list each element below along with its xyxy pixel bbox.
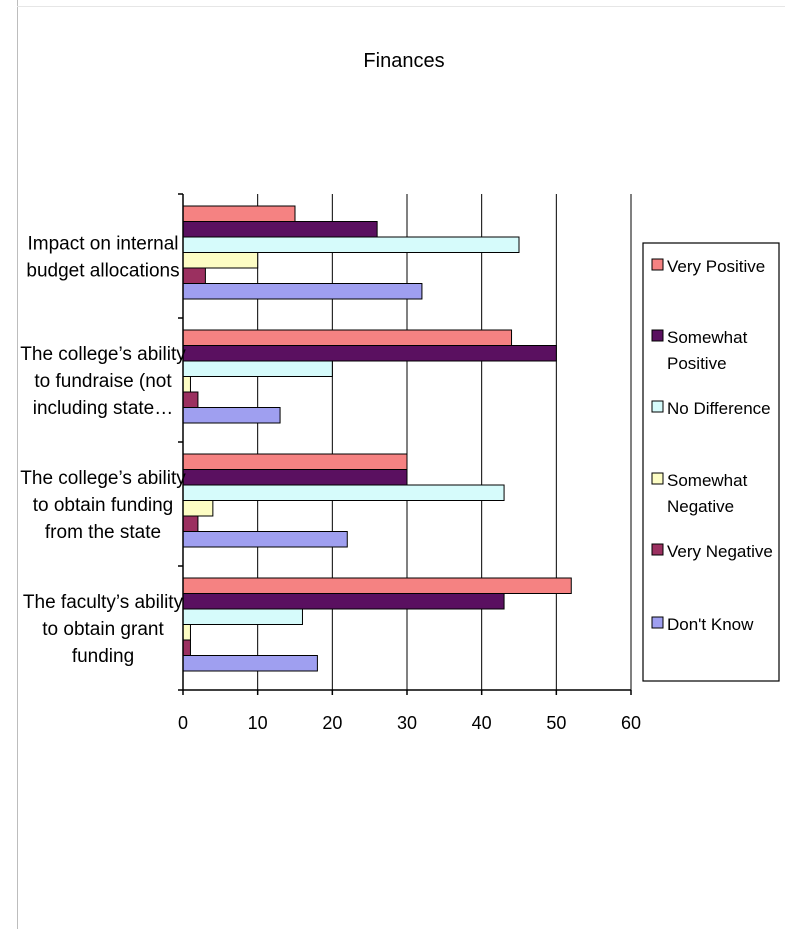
bar bbox=[182, 608, 303, 625]
legend-label-line: Somewhat bbox=[667, 471, 748, 490]
bar bbox=[182, 376, 191, 393]
bar bbox=[182, 515, 199, 532]
bar bbox=[182, 267, 206, 284]
legend-label: Somewhat Positive bbox=[667, 328, 748, 373]
legend-swatch bbox=[651, 543, 664, 556]
bar bbox=[182, 283, 423, 300]
category-label-line: to fundraise (not bbox=[34, 371, 172, 392]
chart-title: Finances bbox=[363, 50, 444, 72]
legend-label: No Difference bbox=[667, 399, 771, 418]
category-label: Impact on internal budget allocations bbox=[26, 234, 179, 282]
legend-swatch bbox=[651, 400, 664, 413]
legend-label-line: Very Negative bbox=[667, 542, 773, 561]
bar bbox=[182, 655, 318, 672]
legend-swatch bbox=[651, 258, 664, 271]
legend-label: Don't Know bbox=[667, 615, 754, 634]
bar bbox=[182, 500, 214, 517]
x-tick-label: 20 bbox=[322, 713, 342, 733]
x-tick-label: 30 bbox=[397, 713, 417, 733]
x-tick-label: 60 bbox=[621, 713, 641, 733]
category-label-line: The college’s ability bbox=[20, 468, 186, 489]
category-label-line: The college’s ability bbox=[20, 344, 186, 365]
category-label-line: The faculty’s ability bbox=[23, 592, 184, 613]
bar bbox=[182, 531, 348, 548]
category-label: The faculty’s ability to obtain grant fund… bbox=[23, 592, 184, 667]
bar bbox=[182, 221, 378, 238]
category-label-line: Impact on internal bbox=[27, 234, 178, 255]
bar bbox=[182, 345, 557, 362]
category-labels: Impact on internal budget allocations The … bbox=[20, 234, 186, 668]
gridlines bbox=[257, 194, 632, 690]
bar bbox=[182, 205, 296, 222]
x-tick-labels: 0 10 20 30 40 50 60 bbox=[178, 713, 641, 733]
legend-label: Somewhat Negative bbox=[667, 471, 748, 516]
slide-left-border bbox=[17, 0, 18, 929]
legend-swatch bbox=[651, 616, 664, 629]
x-tick-label: 0 bbox=[178, 713, 188, 733]
axes bbox=[178, 193, 632, 695]
legend-label: Very Positive bbox=[667, 257, 765, 276]
x-tick-label: 50 bbox=[546, 713, 566, 733]
category-label-line: funding bbox=[72, 646, 134, 667]
bar bbox=[182, 593, 505, 610]
legend-label-line: Somewhat bbox=[667, 328, 748, 347]
slide-top-border bbox=[17, 6, 785, 7]
legend-swatch bbox=[651, 472, 664, 485]
bar bbox=[182, 577, 572, 594]
category-label-line: to obtain grant bbox=[42, 619, 164, 640]
category-label-line: from the state bbox=[45, 522, 161, 543]
legend-label-line: No Difference bbox=[667, 399, 771, 418]
bar bbox=[182, 391, 199, 408]
legend-label-line: Very Positive bbox=[667, 257, 765, 276]
x-tick-label: 10 bbox=[248, 713, 268, 733]
bar bbox=[182, 639, 191, 656]
bar bbox=[182, 624, 191, 641]
bar bbox=[182, 407, 281, 424]
x-tick-label: 40 bbox=[472, 713, 492, 733]
legend-label-line: Negative bbox=[667, 497, 734, 516]
bar bbox=[182, 252, 259, 269]
legend-swatch bbox=[651, 329, 664, 342]
legend-label: Very Negative bbox=[667, 542, 773, 561]
bar bbox=[182, 329, 513, 346]
bar bbox=[182, 484, 505, 501]
bar bbox=[182, 453, 408, 470]
category-label: The college’s ability to obtain funding fr… bbox=[20, 468, 186, 543]
legend-label-line: Positive bbox=[667, 354, 727, 373]
legend-label-line: Don't Know bbox=[667, 615, 754, 634]
category-label-line: including state… bbox=[33, 398, 173, 419]
category-label-line: budget allocations bbox=[26, 261, 179, 282]
legend-box bbox=[642, 242, 780, 682]
category-label-line: to obtain funding bbox=[33, 495, 174, 516]
category-label: The college’s ability to fundraise (not in… bbox=[20, 344, 186, 419]
bar bbox=[182, 360, 333, 377]
bar bbox=[182, 469, 408, 486]
bar bbox=[182, 236, 520, 253]
legend: Very Positive Somewhat Positive No Differen… bbox=[642, 242, 780, 682]
bars bbox=[182, 205, 572, 672]
